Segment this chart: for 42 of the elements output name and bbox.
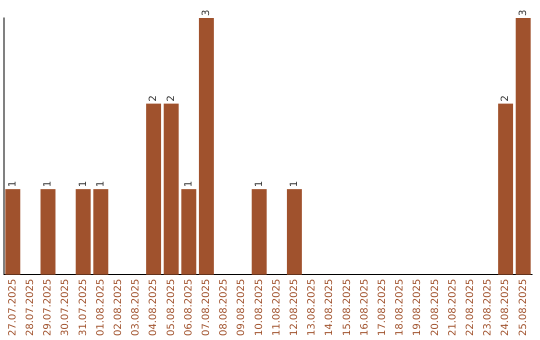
x-tick-label: 18.08.2025 — [394, 278, 406, 336]
x-tick-label: 05.08.2025 — [166, 278, 177, 336]
data-label: 2 — [166, 95, 177, 102]
x-tick-label: 27.07.2025 — [7, 278, 18, 336]
x-tick-label: 16.08.2025 — [359, 278, 370, 336]
x-tick-label: 15.08.2025 — [342, 278, 353, 336]
x-tick-label: 14.08.2025 — [324, 278, 336, 336]
data-label: 2 — [500, 95, 512, 102]
data-label: 1 — [95, 180, 106, 188]
x-tick-label: 22.08.2025 — [464, 278, 476, 336]
x-tick-label: 10.08.2025 — [254, 278, 265, 336]
x-tick-label: 07.08.2025 — [200, 278, 212, 336]
data-label: 3 — [518, 10, 529, 16]
x-tick-label: 28.07.2025 — [24, 278, 36, 336]
x-tick-label: 03.08.2025 — [130, 278, 142, 336]
x-tick-label: 08.08.2025 — [218, 278, 230, 336]
data-label: 1 — [254, 180, 265, 188]
x-tick-label: 01.08.2025 — [95, 278, 106, 336]
x-tick-label: 04.08.2025 — [148, 278, 160, 336]
x-tick-label: 25.08.2025 — [518, 278, 529, 336]
x-tick-label: 24.08.2025 — [500, 278, 512, 336]
data-label: 1 — [183, 180, 194, 188]
x-tick-label: 21.08.2025 — [447, 278, 458, 336]
data-label: 2 — [148, 95, 160, 102]
data-label: 1 — [7, 180, 18, 188]
x-tick-label: 13.08.2025 — [306, 278, 318, 336]
x-tick-label: 12.08.2025 — [288, 278, 300, 336]
data-label: 3 — [200, 10, 212, 16]
x-tick-label: 20.08.2025 — [430, 278, 441, 336]
x-tick-label: 02.08.2025 — [112, 278, 124, 336]
x-tick-label: 09.08.2025 — [236, 278, 248, 336]
x-tick-label: 31.07.2025 — [78, 278, 89, 336]
x-tick-label: 29.07.2025 — [42, 278, 54, 336]
x-tick-label: 11.08.2025 — [271, 278, 282, 336]
data-label: 1 — [42, 180, 54, 188]
x-tick-label: 23.08.2025 — [482, 278, 494, 336]
data-label: 1 — [288, 180, 300, 188]
x-tick-label: 19.08.2025 — [412, 278, 424, 336]
x-tick-label: 17.08.2025 — [376, 278, 388, 336]
x-tick-label: 30.07.2025 — [60, 278, 72, 336]
x-tick-label: 06.08.2025 — [183, 278, 194, 336]
data-label: 1 — [78, 180, 89, 188]
